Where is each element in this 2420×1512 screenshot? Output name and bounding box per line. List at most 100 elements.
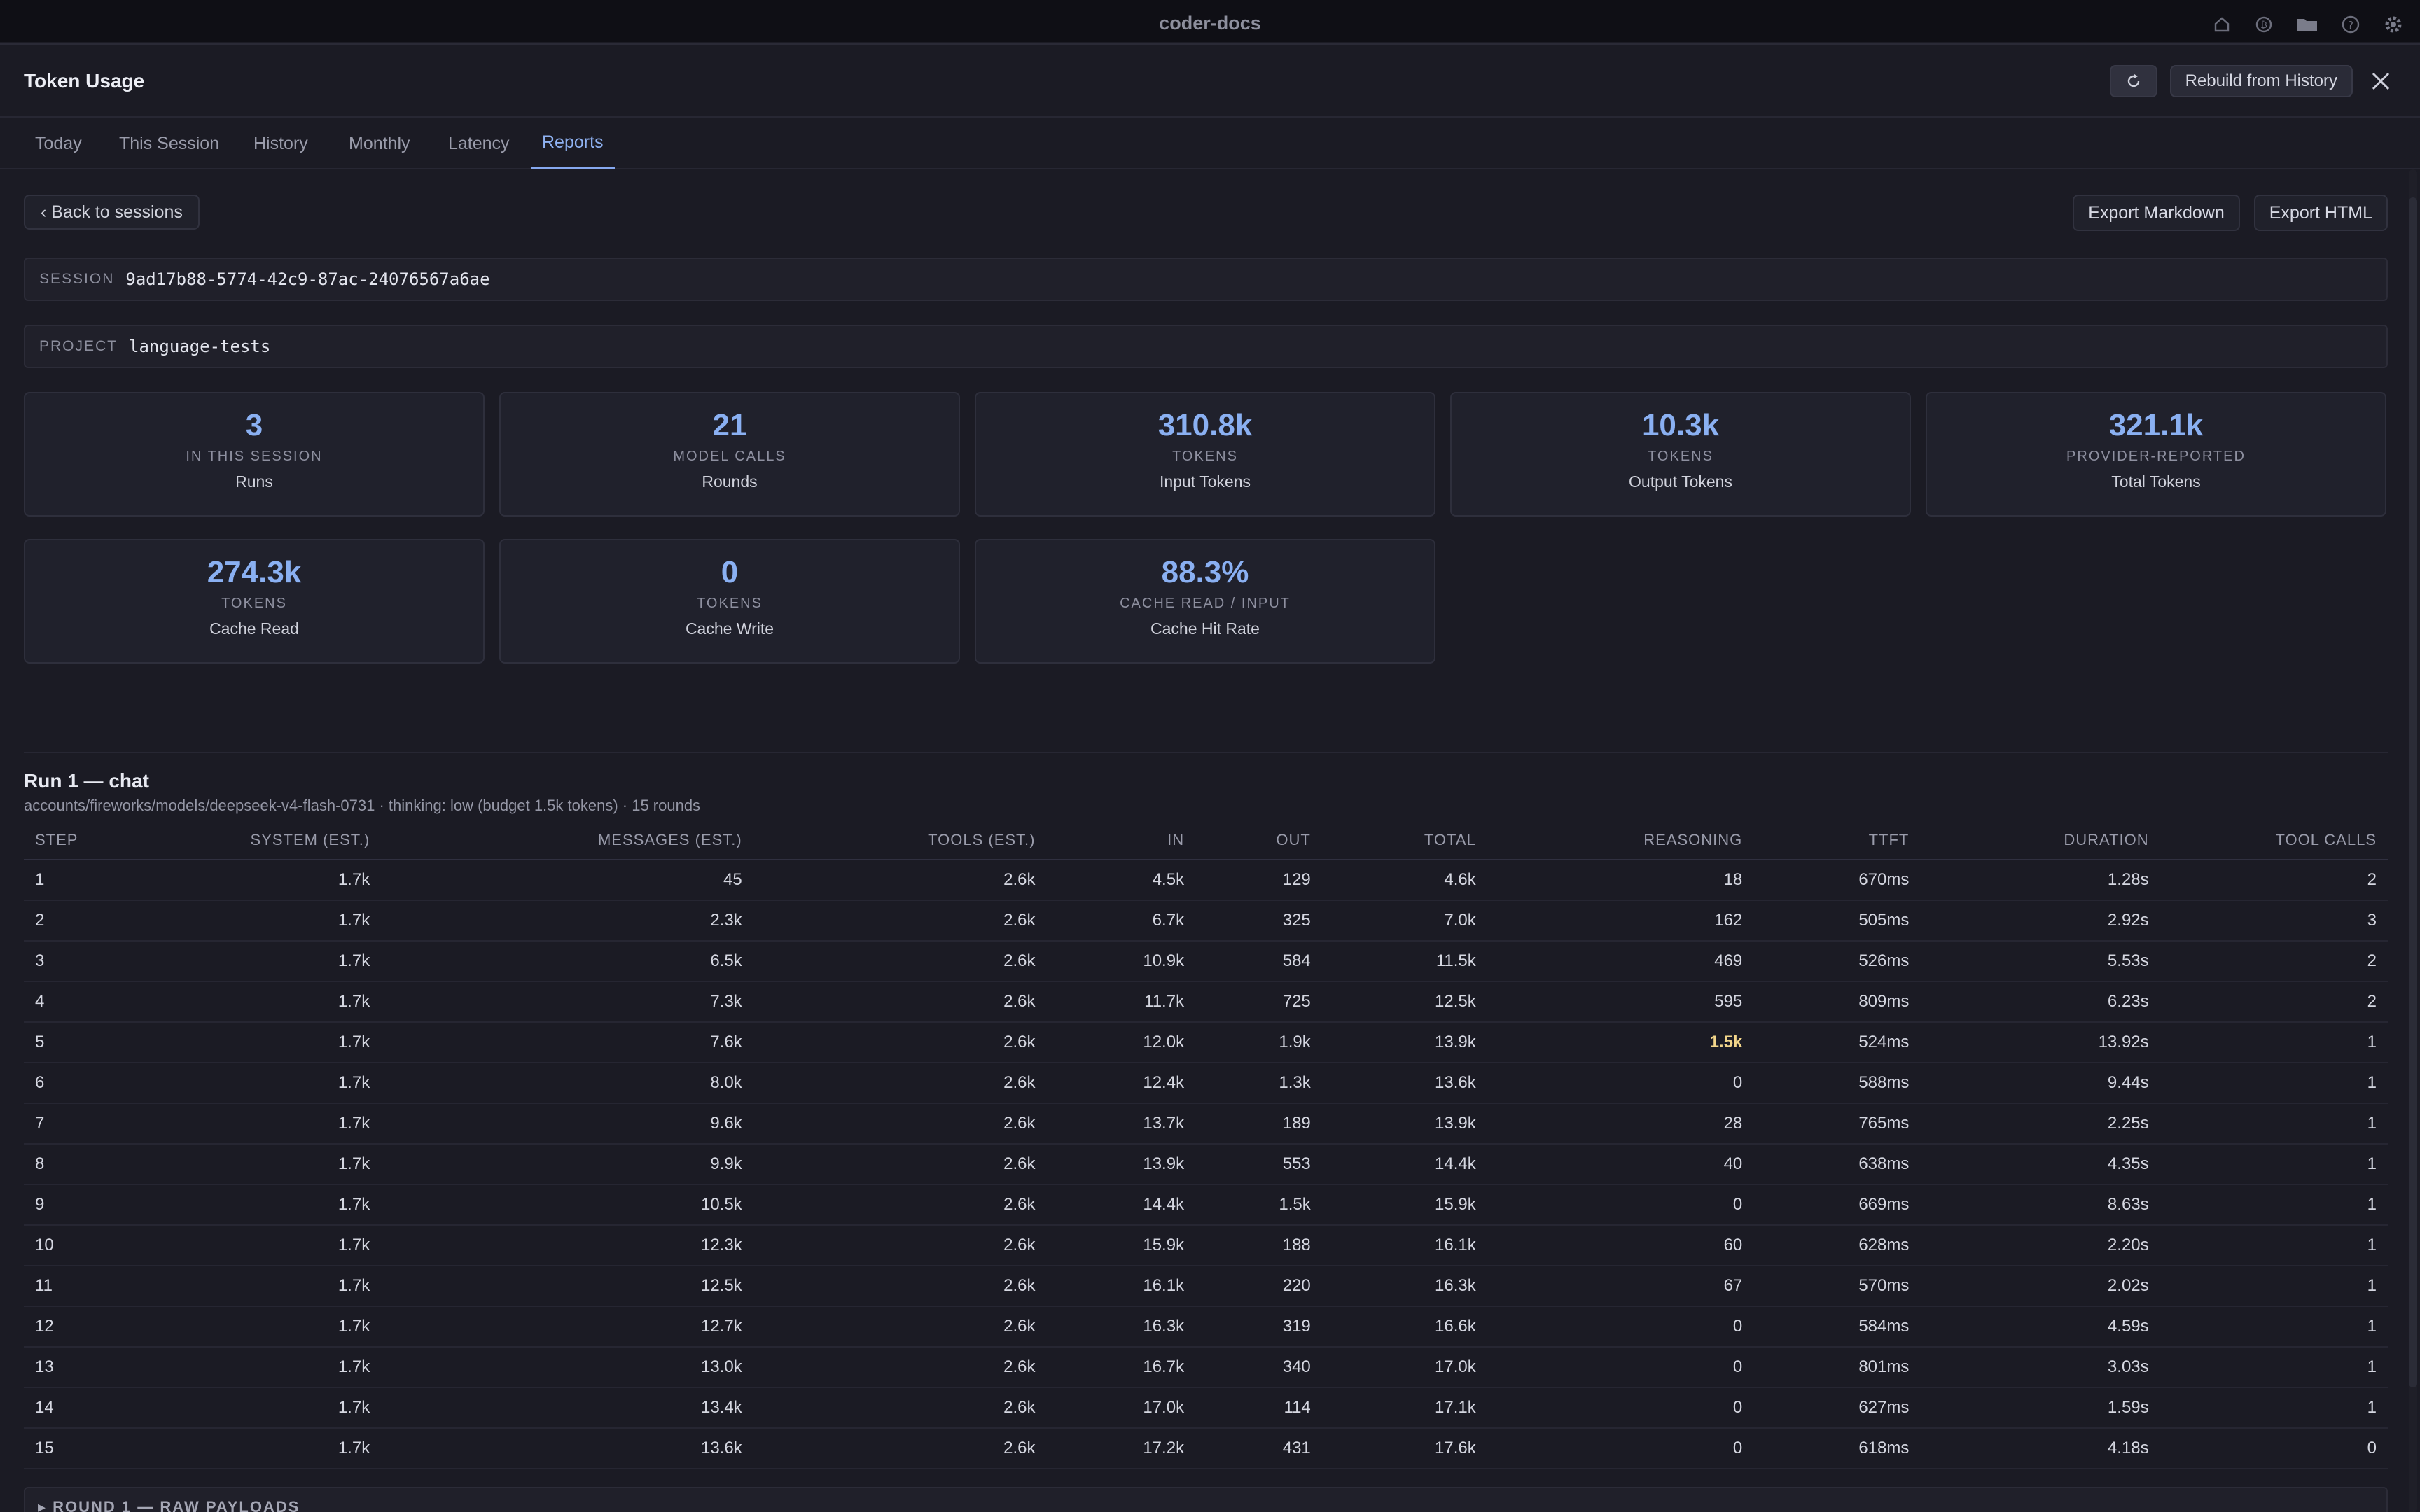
table-row: 10 1.7k 12.3k 2.6k 15.9k 188 16.1k 60 628ms 2.20s… xyxy=(24,1225,2388,1266)
table-cell: 2.6k xyxy=(753,900,1047,941)
table-cell: 2.6k xyxy=(753,1266,1047,1307)
stat-label: Cache Write xyxy=(685,620,774,638)
column-header-tool-calls[interactable]: TOOL CALLS xyxy=(2160,820,2388,860)
table-cell: 2 xyxy=(2160,860,2388,901)
tab-monthly[interactable]: Monthly xyxy=(349,133,410,153)
title-bar-icons: ₿ ? xyxy=(2211,13,2405,36)
column-header-messages[interactable]: MESSAGES (EST.) xyxy=(381,820,753,860)
tab-today[interactable]: Today xyxy=(35,133,82,153)
stat-card-cache-read: 274.3k TOKENS Cache Read xyxy=(24,539,485,664)
column-header-in[interactable]: IN xyxy=(1046,820,1196,860)
table-cell: 765ms xyxy=(1753,1103,1921,1144)
export-html-button[interactable]: Export HTML xyxy=(2253,195,2388,231)
table-cell: 189 xyxy=(1195,1103,1322,1144)
tab-this-session[interactable]: This Session xyxy=(119,133,220,153)
table-cell: 2.6k xyxy=(753,1022,1047,1063)
raw-payloads-toggle[interactable]: ▸ ROUND 1 — RAW PAYLOADS xyxy=(24,1487,2388,1512)
table-row: 15 1.7k 13.6k 2.6k 17.2k 431 17.6k 0 618ms 4.18s 0 xyxy=(24,1428,2388,1469)
table-cell: 7.0k xyxy=(1321,900,1487,941)
table-cell: 1 xyxy=(2160,1347,2388,1388)
table-cell: 0 xyxy=(1487,1387,1754,1429)
table-cell: 1 xyxy=(2160,1306,2388,1348)
refresh-icon xyxy=(2127,74,2139,88)
column-header-total[interactable]: TOTAL xyxy=(1321,820,1487,860)
stat-label: Cache Read xyxy=(209,620,299,638)
table-cell: 0 xyxy=(1487,1428,1754,1469)
table-cell: 1.7k xyxy=(135,1387,382,1429)
table-cell: 162 xyxy=(1487,900,1754,941)
svg-text:₿: ₿ xyxy=(2260,20,2267,31)
coin-icon[interactable]: ₿ xyxy=(2253,14,2274,35)
stat-value: 3 xyxy=(245,408,263,442)
column-header-ttft[interactable]: TTFT xyxy=(1753,820,1921,860)
column-header-system[interactable]: SYSTEM (EST.) xyxy=(135,820,382,860)
vertical-scrollbar[interactable] xyxy=(2409,169,2417,1512)
help-icon[interactable]: ? xyxy=(2340,14,2361,35)
table-cell: 1 xyxy=(2160,1266,2388,1307)
export-markdown-button[interactable]: Export Markdown xyxy=(2073,195,2240,231)
table-row: 11 1.7k 12.5k 2.6k 16.1k 220 16.3k 67 570ms 2.02s… xyxy=(24,1266,2388,1307)
table-cell: 13.6k xyxy=(381,1428,753,1469)
table-cell: 18 xyxy=(1487,860,1754,901)
table-cell: 1.7k xyxy=(135,900,382,941)
settings-icon[interactable] xyxy=(2382,13,2405,36)
table-row: 4 1.7k 7.3k 2.6k 11.7k 725 12.5k 595 809ms 6.23s 2 xyxy=(24,981,2388,1023)
stat-card-rounds: 21 MODEL CALLS Rounds xyxy=(499,392,960,517)
table-cell: 627ms xyxy=(1753,1387,1921,1429)
table-cell: 809ms xyxy=(1753,981,1921,1023)
app-title: coder-docs xyxy=(1159,13,1261,34)
back-to-sessions-button[interactable]: ‹ Back to sessions xyxy=(24,195,200,230)
table-cell: 1.7k xyxy=(135,941,382,982)
column-header-out[interactable]: OUT xyxy=(1195,820,1322,860)
table-cell: 10.5k xyxy=(381,1184,753,1226)
table-cell: 3 xyxy=(24,941,136,982)
stat-label: Total Tokens xyxy=(2111,472,2201,491)
table-cell: 11 xyxy=(24,1266,136,1307)
table-cell: 10.9k xyxy=(1046,941,1196,982)
stat-value: 274.3k xyxy=(207,555,302,589)
table-cell: 3 xyxy=(2160,900,2388,941)
table-cell: 28 xyxy=(1487,1103,1754,1144)
scrollbar-thumb[interactable] xyxy=(2409,197,2417,1387)
column-header-tools[interactable]: TOOLS (EST.) xyxy=(753,820,1047,860)
table-cell: 0 xyxy=(1487,1063,1754,1104)
table-cell: 4 xyxy=(24,981,136,1023)
table-cell: 9.6k xyxy=(381,1103,753,1144)
table-cell: 1 xyxy=(2160,1387,2388,1429)
run-title: Run 1 — chat xyxy=(24,770,149,792)
folder-icon[interactable] xyxy=(2295,14,2319,35)
table-row: 8 1.7k 9.9k 2.6k 13.9k 553 14.4k 40 638ms 4.35s 1 xyxy=(24,1144,2388,1185)
tab-latency[interactable]: Latency xyxy=(448,133,510,153)
close-button[interactable] xyxy=(2365,66,2396,97)
table-cell: 15 xyxy=(24,1428,136,1469)
table-cell: 2 xyxy=(2160,941,2388,982)
export-actions: Export Markdown Export HTML xyxy=(2073,195,2388,231)
table-row: 14 1.7k 13.4k 2.6k 17.0k 114 17.1k 0 627ms 1.59s 1 xyxy=(24,1387,2388,1429)
stat-value: 310.8k xyxy=(1157,408,1253,442)
tab-reports[interactable]: Reports xyxy=(531,118,615,169)
column-header-duration[interactable]: DURATION xyxy=(1920,820,2160,860)
table-cell: 7.3k xyxy=(381,981,753,1023)
table-cell: 2.6k xyxy=(753,981,1047,1023)
column-header-reasoning[interactable]: REASONING xyxy=(1487,820,1754,860)
home-icon[interactable] xyxy=(2211,14,2232,35)
table-cell: 16.3k xyxy=(1321,1266,1487,1307)
stat-caption: CACHE READ / INPUT xyxy=(1120,596,1291,611)
refresh-button[interactable] xyxy=(2109,65,2157,97)
table-cell: 12 xyxy=(24,1306,136,1348)
table-cell: 5.53s xyxy=(1920,941,2160,982)
table-cell: 1 xyxy=(2160,1022,2388,1063)
table-cell: 13.6k xyxy=(1321,1063,1487,1104)
table-cell: 129 xyxy=(1195,860,1322,901)
table-cell: 2.6k xyxy=(753,941,1047,982)
stat-caption: TOKENS xyxy=(1648,449,1713,464)
tab-history[interactable]: History xyxy=(253,133,308,153)
table-cell: 1.7k xyxy=(135,1063,382,1104)
table-cell: 584ms xyxy=(1753,1306,1921,1348)
table-cell: 12.5k xyxy=(1321,981,1487,1023)
column-header-step[interactable]: STEP xyxy=(24,820,136,860)
table-cell: 2.3k xyxy=(381,900,753,941)
rebuild-from-history-button[interactable]: Rebuild from History xyxy=(2169,65,2353,97)
project-row: PROJECT language-tests xyxy=(24,325,2388,368)
table-cell: 1 xyxy=(2160,1225,2388,1266)
